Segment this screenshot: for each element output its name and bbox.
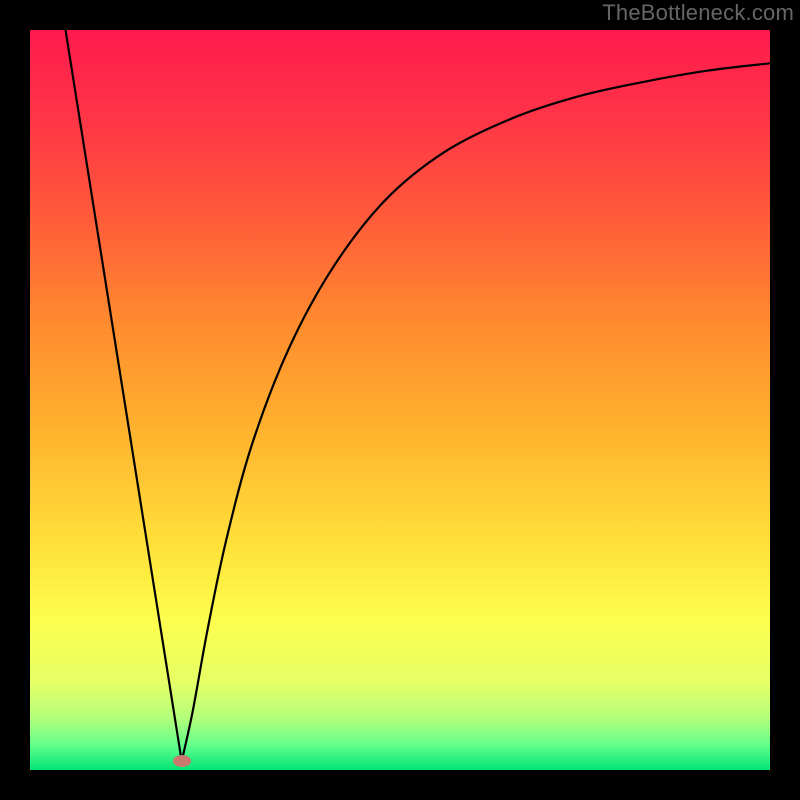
chart-container: TheBottleneck.com [0,0,800,800]
curve-right-segment [182,63,770,761]
curve-left-segment [66,30,182,761]
watermark-text: TheBottleneck.com [602,0,794,26]
plot-area [30,30,770,770]
curve-plot [30,30,770,770]
optimal-point-marker [173,755,191,767]
